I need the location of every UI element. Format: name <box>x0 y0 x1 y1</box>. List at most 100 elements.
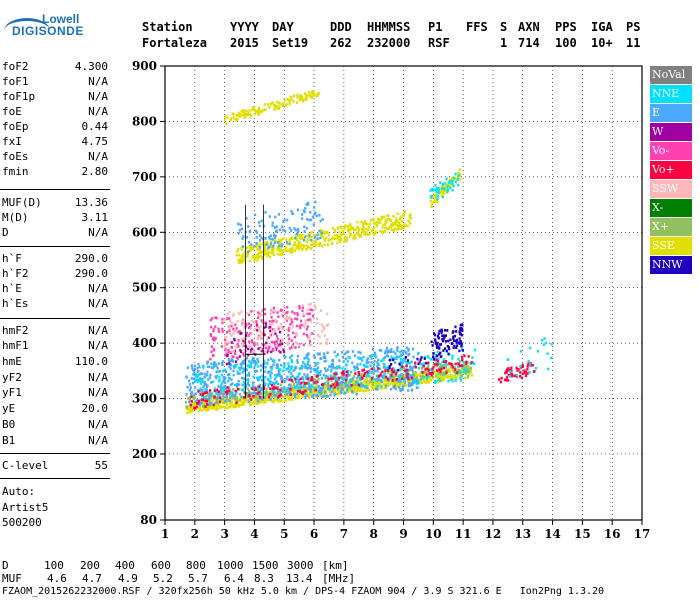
data-point <box>253 112 257 115</box>
data-point <box>360 357 363 360</box>
data-point <box>282 237 285 240</box>
data-point <box>256 336 260 339</box>
data-point <box>268 379 271 383</box>
data-point <box>427 364 430 368</box>
data-point <box>411 383 414 387</box>
data-point <box>196 402 199 405</box>
data-point <box>297 393 300 397</box>
data-point <box>293 227 296 230</box>
data-point <box>357 386 360 389</box>
data-point <box>312 382 315 385</box>
data-point <box>398 374 401 377</box>
data-point <box>259 401 262 404</box>
data-point <box>457 174 460 177</box>
data-point <box>457 368 460 372</box>
data-point <box>288 240 291 244</box>
header-label-hhmmss: HHMMSS <box>367 20 411 34</box>
data-point <box>388 358 391 362</box>
data-point <box>419 375 422 378</box>
header-label-iga: IGA <box>591 20 613 34</box>
data-point <box>300 323 303 327</box>
data-point <box>302 209 306 212</box>
data-point <box>203 404 206 408</box>
data-point <box>214 337 217 340</box>
data-point <box>356 225 359 228</box>
data-point <box>242 256 245 260</box>
data-point <box>277 325 280 329</box>
data-point <box>260 313 263 317</box>
data-point <box>371 228 374 232</box>
param-value: N/A <box>88 226 108 239</box>
data-point <box>238 253 241 257</box>
data-point <box>209 333 212 336</box>
data-point <box>401 351 405 355</box>
data-point <box>381 370 384 374</box>
data-point <box>524 374 528 378</box>
data-point <box>309 243 313 247</box>
data-point <box>347 369 350 373</box>
data-point <box>313 206 316 209</box>
data-point <box>237 231 240 235</box>
data-point <box>230 341 233 344</box>
data-point <box>273 329 276 332</box>
data-point <box>186 385 189 389</box>
data-point <box>392 358 395 362</box>
data-point <box>424 368 427 371</box>
param-value: N/A <box>88 150 108 163</box>
data-point <box>239 113 242 116</box>
data-point <box>245 378 248 382</box>
data-point <box>309 332 312 336</box>
data-point <box>244 334 248 337</box>
data-point <box>394 372 398 376</box>
data-point <box>271 328 275 331</box>
data-point <box>280 394 284 398</box>
data-point <box>368 354 372 358</box>
data-point <box>214 362 217 366</box>
data-point <box>388 378 391 381</box>
data-point <box>314 211 317 215</box>
data-point <box>318 386 321 390</box>
data-point <box>243 386 246 390</box>
data-point <box>470 361 473 364</box>
data-point <box>396 381 399 385</box>
legend-item-nne: NNE <box>650 85 692 103</box>
data-point <box>333 233 336 237</box>
data-point <box>386 214 389 217</box>
data-point <box>290 98 293 101</box>
data-point <box>231 360 235 363</box>
data-point <box>202 401 205 405</box>
data-point <box>267 398 270 402</box>
data-point <box>273 390 276 394</box>
data-point <box>340 371 344 375</box>
data-point <box>406 375 409 379</box>
d-unit: [km] <box>322 559 349 572</box>
data-point <box>273 377 277 381</box>
data-point <box>304 322 307 325</box>
data-point <box>445 349 448 353</box>
data-point <box>452 346 455 350</box>
data-point <box>224 381 227 384</box>
data-point <box>247 380 250 384</box>
data-point <box>319 233 322 236</box>
data-point <box>246 112 249 116</box>
data-point <box>294 228 297 232</box>
data-point <box>246 398 250 402</box>
data-point <box>360 388 363 391</box>
data-point <box>323 334 326 338</box>
data-point <box>517 368 520 371</box>
data-point <box>319 241 322 245</box>
data-point <box>384 226 387 230</box>
data-point <box>230 350 233 353</box>
data-point <box>429 378 433 382</box>
data-point <box>278 244 281 248</box>
data-point <box>232 364 235 368</box>
data-point <box>308 236 311 239</box>
data-point <box>315 382 318 386</box>
data-point <box>459 340 462 343</box>
data-point <box>272 381 275 385</box>
data-point <box>285 238 288 242</box>
data-point <box>408 379 411 383</box>
data-point <box>215 364 218 368</box>
data-point <box>286 392 289 396</box>
data-point <box>240 227 243 231</box>
